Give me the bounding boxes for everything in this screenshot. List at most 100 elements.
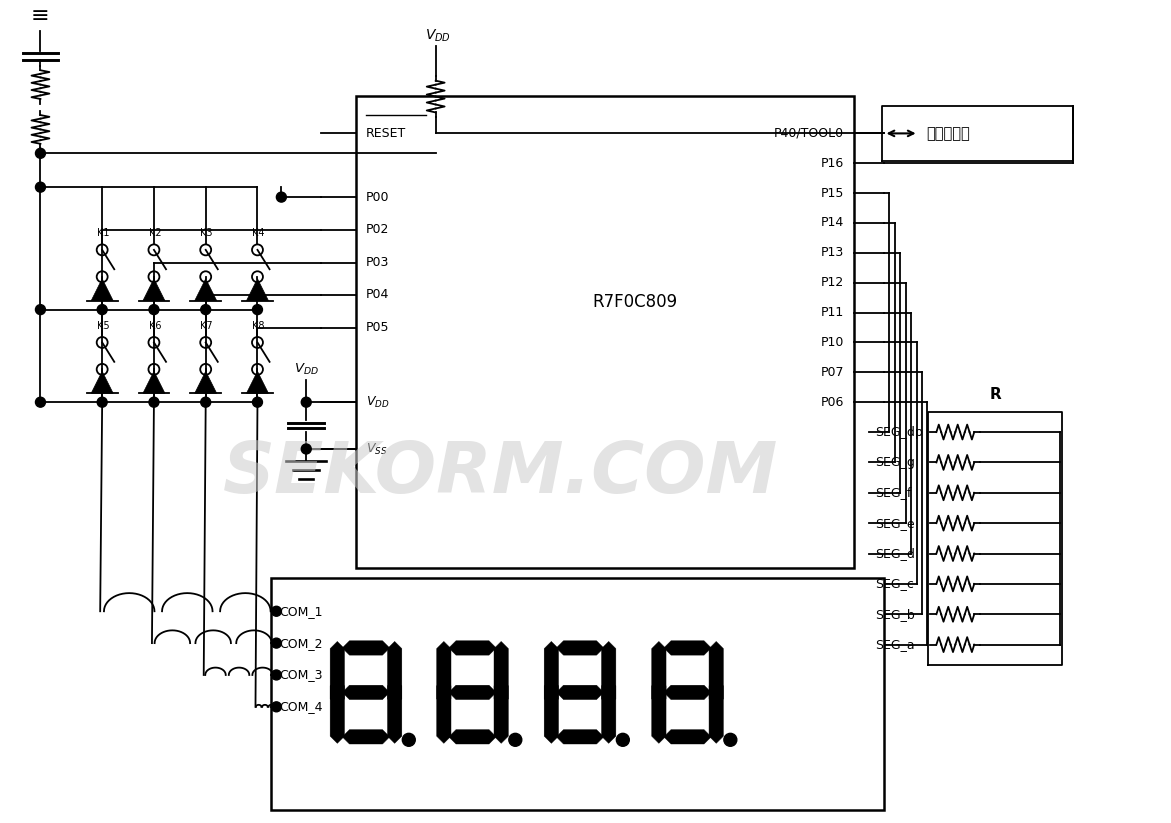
Polygon shape [437, 641, 451, 706]
Polygon shape [342, 730, 390, 744]
Text: P00: P00 [367, 191, 390, 203]
Polygon shape [556, 641, 604, 655]
Polygon shape [602, 641, 616, 706]
Polygon shape [494, 641, 508, 706]
Text: P11: P11 [821, 306, 844, 319]
Polygon shape [664, 730, 711, 744]
Polygon shape [710, 679, 724, 743]
Text: SEG_c: SEG_c [875, 578, 913, 590]
Polygon shape [247, 371, 268, 393]
Polygon shape [143, 279, 165, 300]
Polygon shape [545, 641, 559, 706]
Text: P13: P13 [821, 246, 844, 259]
Circle shape [509, 733, 522, 746]
Text: ≡: ≡ [32, 6, 49, 26]
Circle shape [272, 702, 281, 712]
Polygon shape [330, 679, 344, 743]
Polygon shape [91, 279, 114, 300]
Circle shape [35, 148, 46, 158]
Text: P06: P06 [821, 396, 844, 409]
Circle shape [253, 398, 262, 407]
Polygon shape [710, 641, 724, 706]
Text: P04: P04 [367, 288, 390, 301]
Text: SEG_e: SEG_e [875, 517, 915, 530]
Polygon shape [652, 641, 666, 706]
Text: P02: P02 [367, 224, 390, 236]
Polygon shape [437, 679, 451, 743]
Circle shape [403, 733, 416, 746]
Polygon shape [143, 371, 165, 393]
Text: P03: P03 [367, 256, 390, 269]
Text: SEG_dp: SEG_dp [875, 425, 923, 439]
Text: 片上调试器: 片上调试器 [926, 126, 971, 141]
Text: K3: K3 [200, 228, 213, 238]
Text: K2: K2 [149, 228, 162, 238]
Polygon shape [448, 686, 497, 700]
Text: K6: K6 [149, 320, 162, 331]
Polygon shape [556, 686, 604, 700]
Circle shape [272, 670, 281, 680]
Circle shape [97, 305, 108, 314]
Text: K8: K8 [252, 320, 265, 331]
Text: SEG_b: SEG_b [875, 607, 915, 621]
Circle shape [35, 182, 46, 192]
Polygon shape [664, 686, 711, 700]
Polygon shape [388, 641, 402, 706]
Polygon shape [194, 371, 217, 393]
Text: K4: K4 [252, 228, 265, 238]
Circle shape [616, 733, 629, 746]
Text: R: R [989, 387, 1001, 402]
Text: COM_1: COM_1 [280, 605, 323, 618]
Circle shape [149, 305, 159, 314]
Circle shape [276, 192, 287, 202]
Text: SEG_a: SEG_a [875, 638, 915, 651]
Polygon shape [330, 641, 344, 706]
Circle shape [724, 733, 737, 746]
Polygon shape [342, 641, 390, 655]
Circle shape [200, 398, 211, 407]
Polygon shape [664, 641, 711, 655]
Polygon shape [194, 279, 217, 300]
Circle shape [200, 305, 211, 314]
Text: SEG_d: SEG_d [875, 547, 915, 560]
Polygon shape [545, 679, 559, 743]
Polygon shape [91, 371, 114, 393]
Polygon shape [602, 679, 616, 743]
Text: SEG_f: SEG_f [875, 486, 911, 500]
Text: COM_4: COM_4 [280, 700, 323, 714]
Text: P12: P12 [821, 277, 844, 289]
Circle shape [301, 398, 311, 407]
Text: $V_{DD}$: $V_{DD}$ [294, 362, 319, 377]
Circle shape [301, 444, 311, 454]
FancyBboxPatch shape [356, 95, 854, 569]
Polygon shape [494, 679, 508, 743]
Text: P14: P14 [821, 216, 844, 230]
Text: P15: P15 [821, 187, 844, 200]
Text: P40/TOOL0: P40/TOOL0 [774, 127, 844, 140]
Text: SEG_g: SEG_g [875, 456, 915, 469]
Text: K1: K1 [97, 228, 109, 238]
Text: P10: P10 [821, 336, 844, 349]
Text: R7F0C809: R7F0C809 [593, 293, 677, 311]
FancyBboxPatch shape [272, 579, 884, 811]
Circle shape [253, 305, 262, 314]
Text: SEKORM.COM: SEKORM.COM [222, 439, 778, 509]
Text: P05: P05 [367, 321, 390, 334]
Circle shape [35, 305, 46, 314]
Text: COM_2: COM_2 [280, 637, 323, 649]
Text: $V_{DD}$: $V_{DD}$ [425, 27, 451, 44]
Text: COM_3: COM_3 [280, 668, 323, 681]
Polygon shape [556, 730, 604, 744]
Polygon shape [388, 679, 402, 743]
Text: P07: P07 [821, 366, 844, 379]
Polygon shape [448, 641, 497, 655]
Polygon shape [652, 679, 666, 743]
Text: K7: K7 [200, 320, 213, 331]
Circle shape [35, 398, 46, 407]
Text: K5: K5 [97, 320, 109, 331]
Circle shape [97, 398, 108, 407]
Polygon shape [342, 686, 390, 700]
Text: P16: P16 [821, 156, 844, 170]
Circle shape [149, 398, 159, 407]
Polygon shape [247, 279, 268, 300]
